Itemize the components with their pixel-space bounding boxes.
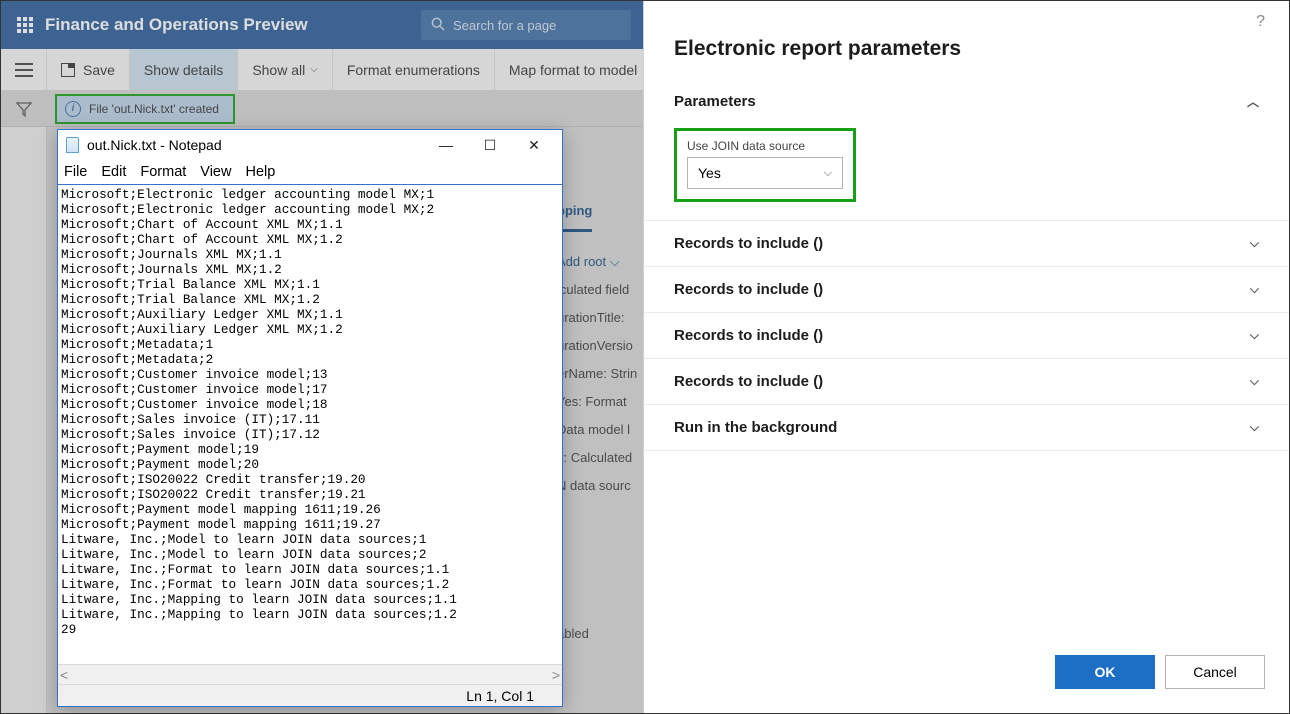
menu-edit[interactable]: Edit <box>101 164 126 180</box>
section-records-3-label: Records to include () <box>674 327 823 344</box>
notepad-menubar: File Edit Format View Help <box>58 160 562 184</box>
info-icon: i <box>65 101 81 117</box>
format-enum-button[interactable]: Format enumerations <box>333 49 495 90</box>
parameters-panel: ? Electronic report parameters Parameter… <box>643 1 1289 713</box>
close-button[interactable]: ✕ <box>512 137 556 154</box>
save-button[interactable]: Save <box>47 49 130 90</box>
notepad-titlebar[interactable]: out.Nick.txt - Notepad — ☐ ✕ <box>58 130 562 160</box>
notepad-title: out.Nick.txt - Notepad <box>87 137 222 153</box>
hamburger-icon[interactable] <box>1 49 47 90</box>
show-details-button[interactable]: Show details <box>130 49 238 90</box>
section-records-2-label: Records to include () <box>674 281 823 298</box>
chevron-down-icon: ⌵ <box>824 167 832 180</box>
menu-view[interactable]: View <box>200 164 231 180</box>
search-placeholder: Search for a page <box>453 18 556 33</box>
panel-header: Electronic report parameters <box>644 1 1289 79</box>
chevron-down-icon: ⌵ <box>310 64 318 75</box>
map-format-button[interactable]: Map format to model <box>495 49 652 90</box>
parameters-body: Use JOIN data source Yes ⌵ <box>644 124 1289 220</box>
app-title: Finance and Operations Preview <box>45 15 308 35</box>
section-records-4-label: Records to include () <box>674 373 823 390</box>
chevron-down-icon: ⌵ <box>1250 420 1259 435</box>
maximize-button[interactable]: ☐ <box>468 137 512 154</box>
search-input[interactable]: Search for a page <box>421 10 631 40</box>
section-records-1-label: Records to include () <box>674 235 823 252</box>
section-records-4[interactable]: Records to include () ⌵ <box>644 358 1289 404</box>
menu-file[interactable]: File <box>64 164 87 180</box>
menu-help[interactable]: Help <box>245 164 275 180</box>
search-icon <box>431 17 445 34</box>
notepad-scrollbar[interactable]: <> <box>58 664 562 684</box>
section-records-1[interactable]: Records to include () ⌵ <box>644 220 1289 266</box>
section-records-3[interactable]: Records to include () ⌵ <box>644 312 1289 358</box>
save-label: Save <box>83 62 115 78</box>
background-content: pping Add root ⌵ lculated fieldurationTi… <box>557 127 647 713</box>
section-run-bg[interactable]: Run in the background ⌵ <box>644 404 1289 451</box>
section-parameters[interactable]: Parameters ︿ <box>644 79 1289 124</box>
minimize-button[interactable]: — <box>424 137 468 153</box>
panel-title: Electronic report parameters <box>674 37 1259 61</box>
notepad-statusbar: Ln 1, Col 1 <box>58 684 562 706</box>
show-all-button[interactable]: Show all ⌵ <box>238 49 333 90</box>
notification-banner: i File 'out.Nick.txt' created <box>55 94 235 124</box>
show-all-label: Show all <box>252 62 305 78</box>
cancel-button[interactable]: Cancel <box>1165 655 1265 689</box>
ok-button[interactable]: OK <box>1055 655 1155 689</box>
chevron-down-icon: ⌵ <box>1250 282 1259 297</box>
join-field-value: Yes <box>698 165 721 181</box>
chevron-down-icon: ⌵ <box>1250 374 1259 389</box>
join-field-label: Use JOIN data source <box>687 139 843 153</box>
join-field-group: Use JOIN data source Yes ⌵ <box>674 128 856 202</box>
chevron-down-icon: ⌵ <box>1250 236 1259 251</box>
filter-icon[interactable] <box>1 101 47 117</box>
menu-format[interactable]: Format <box>140 164 186 180</box>
chevron-up-icon: ︿ <box>1247 93 1259 110</box>
notepad-text[interactable]: Microsoft;Electronic ledger accounting m… <box>58 184 562 664</box>
notepad-window: out.Nick.txt - Notepad — ☐ ✕ File Edit F… <box>57 129 563 707</box>
save-icon <box>61 63 75 77</box>
chevron-down-icon: ⌵ <box>1250 328 1259 343</box>
waffle-icon[interactable] <box>17 17 33 33</box>
section-records-2[interactable]: Records to include () ⌵ <box>644 266 1289 312</box>
notification-text: File 'out.Nick.txt' created <box>89 102 219 116</box>
section-run-bg-label: Run in the background <box>674 419 837 436</box>
join-field-select[interactable]: Yes ⌵ <box>687 157 843 189</box>
add-root-link[interactable]: Add root ⌵ <box>557 254 620 269</box>
notepad-icon <box>66 137 79 153</box>
left-rail <box>1 127 47 713</box>
section-parameters-label: Parameters <box>674 93 756 110</box>
panel-footer: OK Cancel <box>644 639 1289 713</box>
